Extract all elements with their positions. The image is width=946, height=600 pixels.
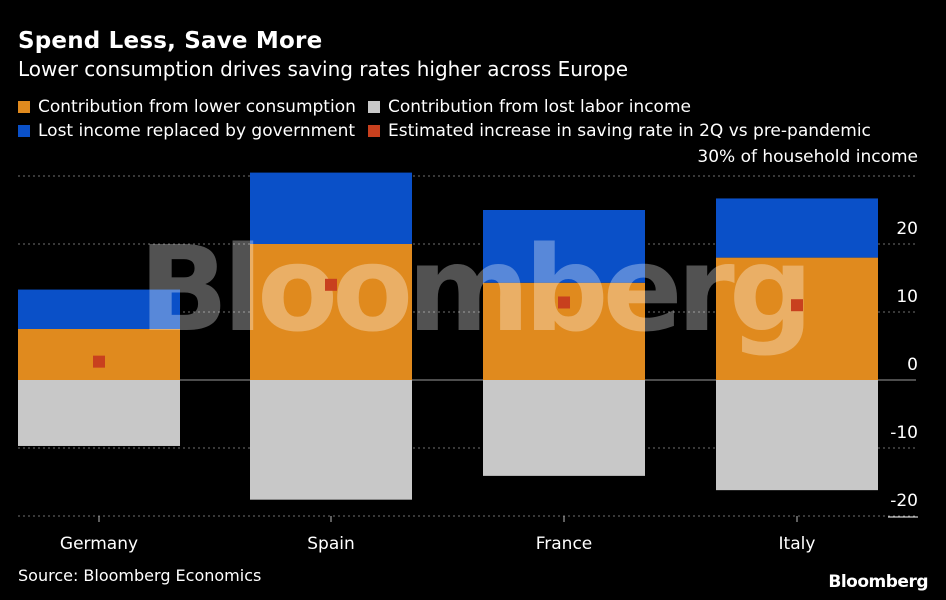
y-tick-label-minus20: -20 <box>890 491 918 511</box>
y-tick-label-20: 20 <box>896 219 918 239</box>
bar-germany-contribution-from-lower-consumption <box>18 329 180 380</box>
bar-italy-contribution-from-lower-consumption <box>716 257 878 380</box>
chart-subtitle: Lower consumption drives saving rates hi… <box>18 57 628 81</box>
bar-germany-contribution-from-lost-labor-income <box>18 380 180 446</box>
legend-label-labor-income: Contribution from lost labor income <box>388 97 691 117</box>
bar-spain-contribution-from-lower-consumption <box>250 244 412 380</box>
bar-france-contribution-from-lost-labor-income <box>483 380 645 476</box>
bar-spain-lost-income-replaced-by-government <box>250 172 412 244</box>
y-tick-label-0: 0 <box>907 355 918 375</box>
x-tick-label-germany: Germany <box>60 534 138 554</box>
bar-france-lost-income-replaced-by-government <box>483 210 645 283</box>
legend-label-government: Lost income replaced by government <box>38 121 356 141</box>
legend-item-saving-rate: Estimated increase in saving rate in 2Q … <box>368 121 928 141</box>
legend-swatch-government <box>18 125 30 137</box>
saving-rate-marker-france <box>558 296 570 309</box>
x-tick-label-france: France <box>536 534 593 554</box>
source-note: Source: Bloomberg Economics <box>18 566 262 585</box>
legend-swatch-consumption <box>18 101 30 113</box>
saving-rate-marker-spain <box>325 278 337 291</box>
legend-swatch-labor-income <box>368 101 380 113</box>
chart-title: Spend Less, Save More <box>18 28 323 54</box>
bloomberg-watermark: Bloomberg <box>139 220 808 358</box>
saving-rate-marker-italy <box>791 299 803 312</box>
legend-swatch-saving-rate <box>368 125 380 137</box>
y-tick-label-10: 10 <box>896 287 918 307</box>
bar-italy-contribution-from-lost-labor-income <box>716 380 878 491</box>
legend-item-consumption: Contribution from lower consumption <box>18 97 368 117</box>
bar-spain-contribution-from-lost-labor-income <box>250 380 412 500</box>
bar-germany-lost-income-replaced-by-government <box>18 289 180 329</box>
saving-rate-marker-germany <box>93 355 105 368</box>
x-tick-label-spain: Spain <box>307 534 355 554</box>
y-axis-unit-label: 30% of household income <box>697 147 918 167</box>
bloomberg-logo: Bloomberg <box>828 572 928 592</box>
bar-italy-lost-income-replaced-by-government <box>716 198 878 258</box>
legend-item-government: Lost income replaced by government <box>18 121 368 141</box>
legend: Contribution from lower consumption Cont… <box>18 97 928 141</box>
y-tick-label-minus10: -10 <box>890 423 918 443</box>
x-tick-label-italy: Italy <box>779 534 816 554</box>
legend-item-labor-income: Contribution from lost labor income <box>368 97 928 117</box>
legend-label-saving-rate: Estimated increase in saving rate in 2Q … <box>388 121 871 141</box>
legend-label-consumption: Contribution from lower consumption <box>38 97 356 117</box>
